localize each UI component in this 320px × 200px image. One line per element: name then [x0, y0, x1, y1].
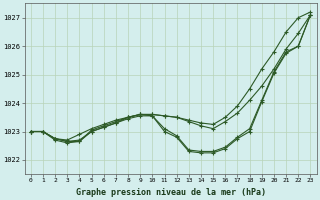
X-axis label: Graphe pression niveau de la mer (hPa): Graphe pression niveau de la mer (hPa) — [76, 188, 266, 197]
